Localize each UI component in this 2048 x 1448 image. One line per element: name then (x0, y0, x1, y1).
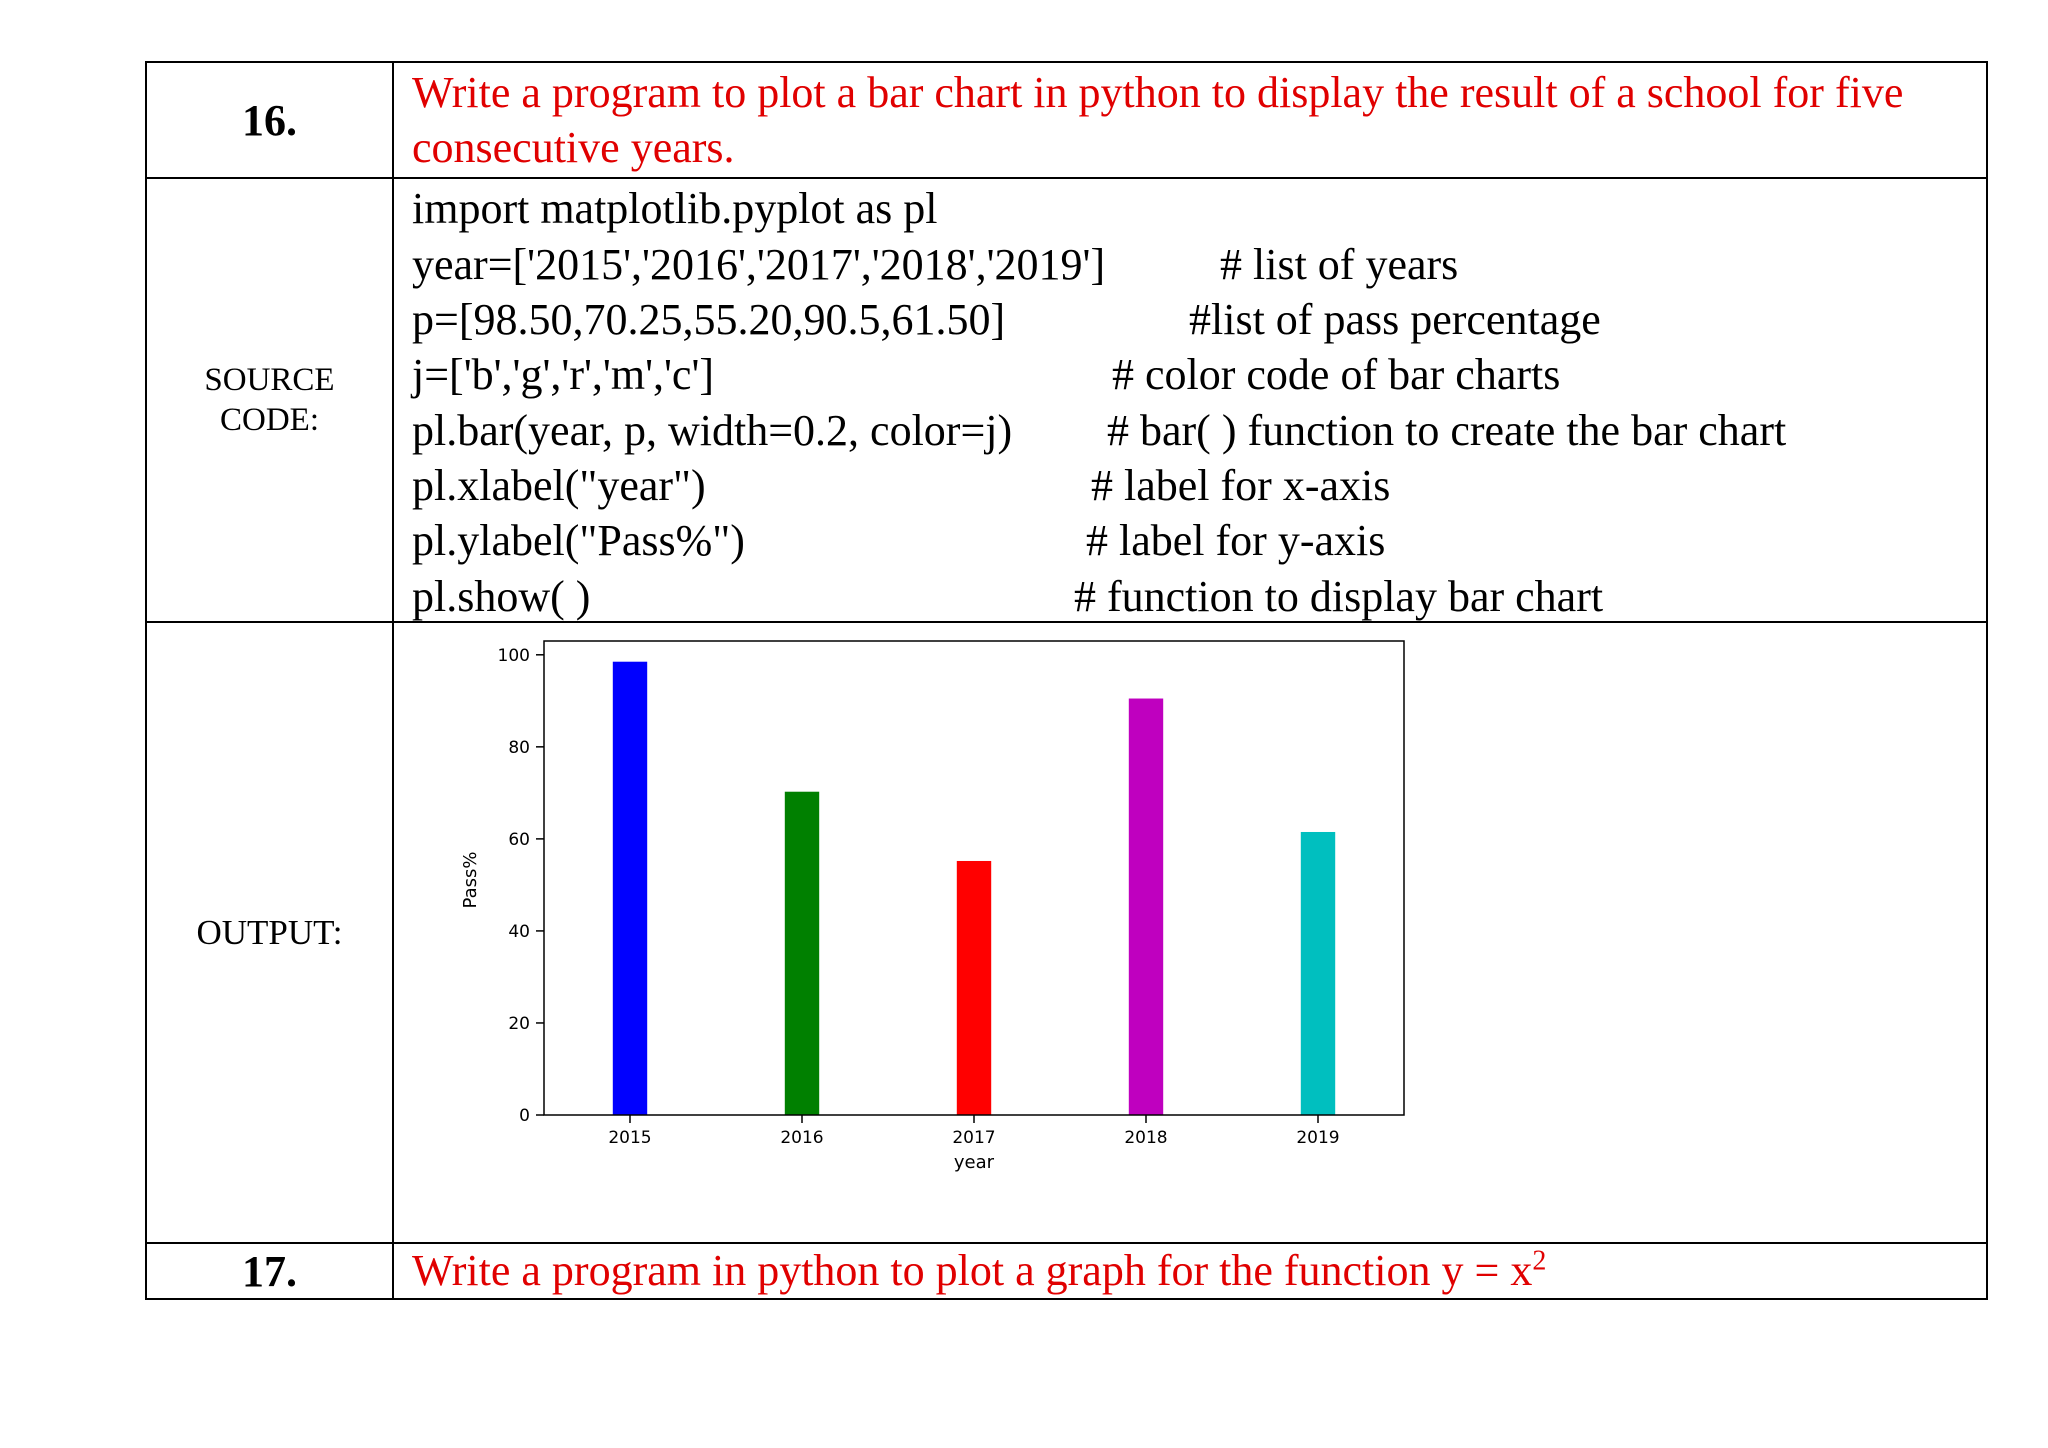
question-text: Write a program in python to plot a grap… (394, 1244, 1986, 1298)
source-code-cell: import matplotlib.pyplot as pl year=['20… (392, 177, 1988, 623)
chart-container: 0 20 40 60 80 100 2015 2016 2017 2018 2019 year Pass… (394, 623, 1986, 1242)
bar (956, 860, 992, 1115)
code-line: pl.xlabel("year") (412, 461, 706, 510)
y-tick-label: 20 (508, 1014, 530, 1034)
question-cell: Write a program to plot a bar chart in p… (392, 61, 1988, 179)
code-line: pl.show( ) (412, 572, 591, 621)
y-tick-label: 60 (508, 830, 530, 850)
exercise-table: 16. Write a program to plot a bar chart … (145, 61, 1988, 1300)
x-tick-label: 2015 (608, 1128, 651, 1148)
output-cell: 0 20 40 60 80 100 2015 2016 2017 2018 2019 year Pass… (392, 621, 1988, 1244)
code-comment: # bar( ) function to create the bar char… (1107, 406, 1787, 455)
x-tick-label: 2017 (952, 1128, 995, 1148)
code-comment: # list of years (1220, 240, 1459, 289)
y-axis-label: Pass% (460, 852, 481, 909)
question-text-main: Write a program in python to plot a grap… (412, 1246, 1533, 1295)
bar (1128, 698, 1164, 1115)
y-tick-label: 80 (508, 738, 530, 758)
x-tick-label: 2018 (1124, 1128, 1167, 1148)
bar (1300, 831, 1336, 1115)
code-line: j=['b','g','r','m','c'] (412, 350, 715, 399)
y-tick-label: 100 (498, 646, 530, 666)
bar-chart: 0 20 40 60 80 100 2015 2016 2017 2018 2019 year Pass… (460, 640, 1405, 1173)
code-line: pl.bar(year, p, width=0.2, color=j) (412, 406, 1013, 455)
code-line: p=[98.50,70.25,55.20,90.5,61.50] (412, 295, 1006, 344)
question-text: Write a program to plot a bar chart in p… (412, 68, 1904, 172)
bar (612, 661, 648, 1115)
x-tick-label: 2019 (1296, 1128, 1339, 1148)
code-line: year=['2015','2016','2017','2018','2019'… (412, 240, 1106, 289)
source-label-line2: CODE: (220, 402, 319, 438)
code-comment: # label for y-axis (1086, 516, 1386, 565)
source-label-line1: SOURCE (204, 362, 335, 398)
code-line: pl.ylabel("Pass%") (412, 516, 745, 565)
x-axis-label: year (954, 1152, 995, 1173)
x-tick-label: 2016 (780, 1128, 823, 1148)
code-comment: # label for x-axis (1091, 461, 1391, 510)
question-cell: Write a program in python to plot a grap… (392, 1242, 1988, 1300)
question-number: 16. (145, 61, 394, 179)
code-comment: # function to display bar chart (1074, 572, 1604, 621)
y-tick-label: 40 (508, 922, 530, 942)
output-label: OUTPUT: (145, 621, 394, 1244)
code-comment: #list of pass percentage (1189, 295, 1601, 344)
code-block: import matplotlib.pyplot as pl year=['20… (394, 179, 1986, 621)
question-superscript: 2 (1532, 1245, 1547, 1277)
y-tick-label: 0 (519, 1106, 530, 1126)
bar (784, 791, 820, 1115)
question-number: 17. (145, 1242, 394, 1300)
code-comment: # color code of bar charts (1112, 350, 1561, 399)
code-line: import matplotlib.pyplot as pl (412, 184, 938, 233)
source-code-label: SOURCE CODE: (145, 177, 394, 623)
